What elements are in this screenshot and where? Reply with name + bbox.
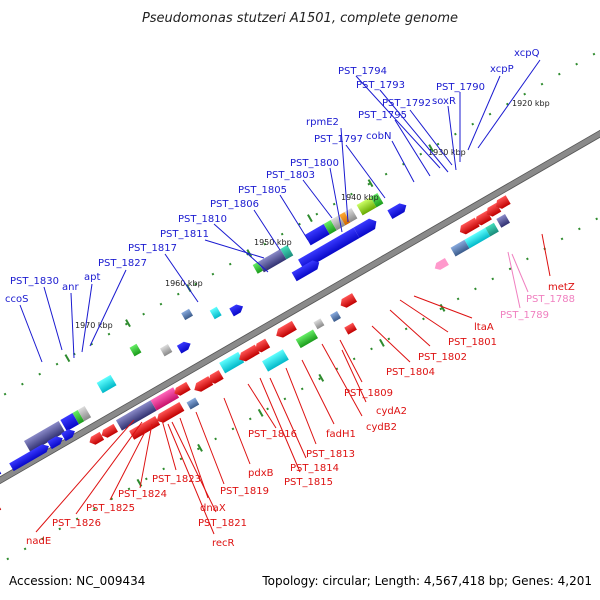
gene-label-PST_1792: PST_1792	[382, 98, 431, 109]
gene-label-PST_1821: PST_1821	[198, 518, 247, 529]
gene-label-PST_1802: PST_1802	[418, 352, 467, 363]
reverse-strand-features	[0, 195, 511, 516]
gene-label-PST_1825: PST_1825	[86, 503, 135, 514]
gene-label-rpmE2: rpmE2	[306, 117, 339, 128]
gene-label-metZ: metZ	[548, 282, 575, 293]
kbp-marker-1930: 1930 kbp	[428, 148, 466, 157]
reverse-gene-leaders	[35, 233, 551, 535]
gene-label-PST_1801: PST_1801	[448, 337, 497, 348]
gene-label-PST_1826: PST_1826	[52, 518, 101, 529]
gene-label-soxR: soxR	[432, 96, 456, 107]
gene-label-cobN: cobN	[366, 131, 391, 142]
forward-gene-labels: ccoS PST_1830 anr apt PST_1827 PST_1817 …	[5, 48, 540, 305]
gene-label-pdxB: pdxB	[248, 468, 274, 479]
gene-label-nadE: nadE	[26, 536, 51, 547]
gene-label-PST_1794: PST_1794	[338, 66, 387, 77]
topology-label: Topology: circular; Length: 4,567,418 bp…	[261, 574, 592, 588]
gene-label-PST_1824: PST_1824	[118, 489, 167, 500]
gene-label-anr: anr	[62, 282, 79, 293]
gene-label-PST_1805: PST_1805	[238, 185, 287, 196]
gene-label-PST_1811: PST_1811	[160, 229, 209, 240]
gene-label-ccoS: ccoS	[5, 294, 28, 305]
outer-tick-track	[0, 43, 600, 446]
reverse-gene-labels: nadE PST_1826 PST_1825 PST_1824 PST_1823…	[26, 282, 575, 549]
gene-label-fadH1: fadH1	[326, 429, 356, 440]
gene-label-PST_1790: PST_1790	[436, 82, 485, 93]
gene-label-PST_1803: PST_1803	[266, 170, 315, 181]
gene-label-recR: recR	[212, 538, 235, 549]
gene-label-PST_1815: PST_1815	[284, 477, 333, 488]
gene-label-apt: apt	[84, 272, 100, 283]
map-title: Pseudomonas stutzeri A1501, complete gen…	[142, 11, 458, 26]
gene-label-ltaA: ltaA	[474, 322, 494, 333]
gene-label-dnaX: dnaX	[200, 503, 226, 514]
kbp-marker-1940: 1940 kbp	[341, 193, 379, 202]
gene-label-PST_1817: PST_1817	[128, 243, 177, 254]
kbp-marker-1960: 1960 kbp	[165, 279, 203, 288]
pink-gene-leaders	[507, 251, 529, 309]
gene-label-PST_1804: PST_1804	[386, 367, 435, 378]
gene-label-PST_1813: PST_1813	[306, 449, 355, 460]
genome-backbone	[0, 93, 600, 521]
gene-label-PST_1800: PST_1800	[290, 158, 339, 169]
gene-label-PST_1809: PST_1809	[344, 388, 393, 399]
gene-label-PST_1823: PST_1823	[152, 474, 201, 485]
gene-label-cydB2: cydB2	[366, 422, 397, 433]
gene-label-xcpQ: xcpQ	[514, 48, 540, 59]
major-ticks	[64, 144, 446, 487]
gene-label-PST_1789: PST_1789	[500, 310, 549, 321]
gene-label-PST_1788: PST_1788	[526, 294, 575, 305]
backbone-frame	[0, 43, 600, 571]
gene-label-PST_1806: PST_1806	[210, 199, 259, 210]
kbp-marker-1970: 1970 kbp	[75, 321, 113, 330]
gene-label-PST_1810: PST_1810	[178, 214, 227, 225]
gene-label-cydA2: cydA2	[376, 406, 407, 417]
gene-label-PST_1827: PST_1827	[98, 258, 147, 269]
gene-label-xcpP: xcpP	[490, 64, 514, 75]
gene-label-PST_1795: PST_1795	[358, 110, 407, 121]
forward-strand-features	[0, 193, 407, 478]
gene-label-PST_1814: PST_1814	[290, 463, 339, 474]
kbp-marker-1920: 1920 kbp	[512, 99, 550, 108]
forward-gene-leaders	[19, 59, 541, 363]
kbp-marker-1950: 1950 kbp	[254, 238, 292, 247]
gene-label-PST_1797: PST_1797	[314, 134, 363, 145]
gene-label-PST_1793: PST_1793	[356, 80, 405, 91]
gene-label-PST_1816: PST_1816	[248, 429, 297, 440]
gene-label-PST_1819: PST_1819	[220, 486, 269, 497]
gene-label-PST_1830: PST_1830	[10, 276, 59, 287]
accession-label: Accession: NC_009434	[9, 574, 145, 588]
